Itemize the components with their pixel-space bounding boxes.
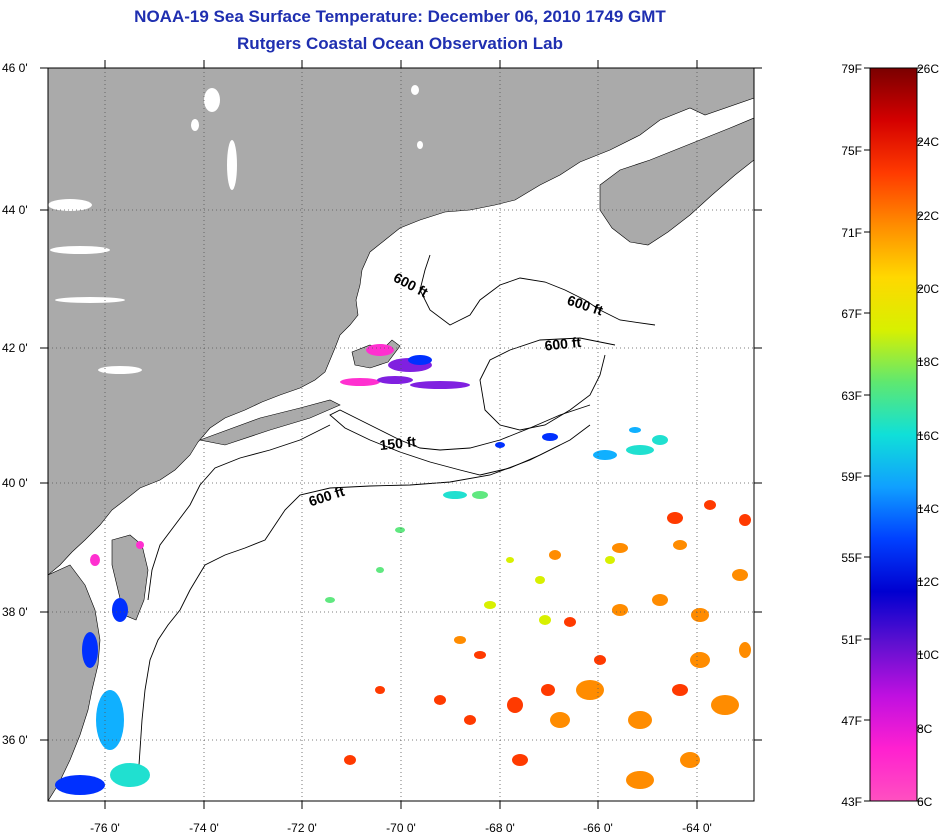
colorbar-ticks — [864, 67, 923, 802]
lon-label: -70 0' — [386, 821, 416, 835]
colorbar-c-label: 24C — [917, 135, 939, 149]
colorbar-fahrenheit-labels: 79F 75F 71F 67F 63F 59F 55F 51F 47F 43F — [841, 62, 862, 809]
colorbar-f-label: 79F — [841, 62, 862, 76]
colorbar-f-label: 75F — [841, 144, 862, 158]
lon-label: -72 0' — [287, 821, 317, 835]
colorbar-c-label: 10C — [917, 648, 939, 662]
inland-lakes — [48, 85, 423, 374]
contour-label-600ft: 600 ft — [544, 334, 582, 354]
lat-label: 46 0' — [2, 61, 28, 75]
colorbar: 79F 75F 71F 67F 63F 59F 55F 51F 47F 43F … — [841, 62, 939, 809]
colorbar-scale — [869, 67, 918, 802]
colorbar-c-label: 18C — [917, 355, 939, 369]
lat-label: 40 0' — [2, 476, 28, 490]
lon-label: -76 0' — [90, 821, 120, 835]
colorbar-f-label: 67F — [841, 307, 862, 321]
map-title: NOAA-19 Sea Surface Temperature: Decembe… — [134, 7, 666, 26]
latitude-labels: 46 0' 44 0' 42 0' 40 0' 38 0' 36 0' — [2, 61, 28, 747]
map-grid — [48, 68, 754, 801]
lat-label: 36 0' — [2, 733, 28, 747]
bathymetry-contours — [137, 254, 656, 781]
lon-label: -68 0' — [485, 821, 515, 835]
land-nova-scotia — [599, 117, 754, 246]
map-area: 46 0' 44 0' 42 0' 40 0' 38 0' 36 0' -76 … — [2, 60, 762, 835]
colorbar-c-label: 8C — [917, 722, 933, 736]
lat-label: 42 0' — [2, 341, 28, 355]
lat-label: 44 0' — [2, 203, 28, 217]
land-long-island — [198, 399, 341, 446]
colorbar-f-label: 71F — [841, 226, 862, 240]
lat-label: 38 0' — [2, 605, 28, 619]
colorbar-c-label: 6C — [917, 795, 933, 809]
land-us-coast — [48, 68, 754, 576]
lon-label: -66 0' — [583, 821, 613, 835]
axis-ticks — [40, 60, 762, 809]
colorbar-c-label: 20C — [917, 282, 939, 296]
colorbar-f-label: 51F — [841, 633, 862, 647]
map-subtitle: Rutgers Coastal Ocean Observation Lab — [237, 34, 563, 53]
longitude-labels: -76 0' -74 0' -72 0' -70 0' -68 0' -66 0… — [90, 821, 712, 835]
colorbar-c-label: 14C — [917, 502, 939, 516]
colorbar-c-label: 16C — [917, 429, 939, 443]
lon-label: -74 0' — [189, 821, 219, 835]
contour-label-150ft: 150 ft — [379, 433, 417, 453]
colorbar-f-label: 63F — [841, 389, 862, 403]
colorbar-f-label: 59F — [841, 470, 862, 484]
colorbar-c-label: 26C — [917, 62, 939, 76]
colorbar-f-label: 55F — [841, 551, 862, 565]
sst-data — [55, 344, 751, 795]
colorbar-f-label: 47F — [841, 714, 862, 728]
colorbar-f-label: 43F — [841, 795, 862, 809]
lon-label: -64 0' — [682, 821, 712, 835]
colorbar-celsius-labels: 26C 24C 22C 20C 18C 16C 14C 12C 10C 8C 6… — [917, 62, 939, 809]
colorbar-c-label: 22C — [917, 209, 939, 223]
colorbar-c-label: 12C — [917, 575, 939, 589]
